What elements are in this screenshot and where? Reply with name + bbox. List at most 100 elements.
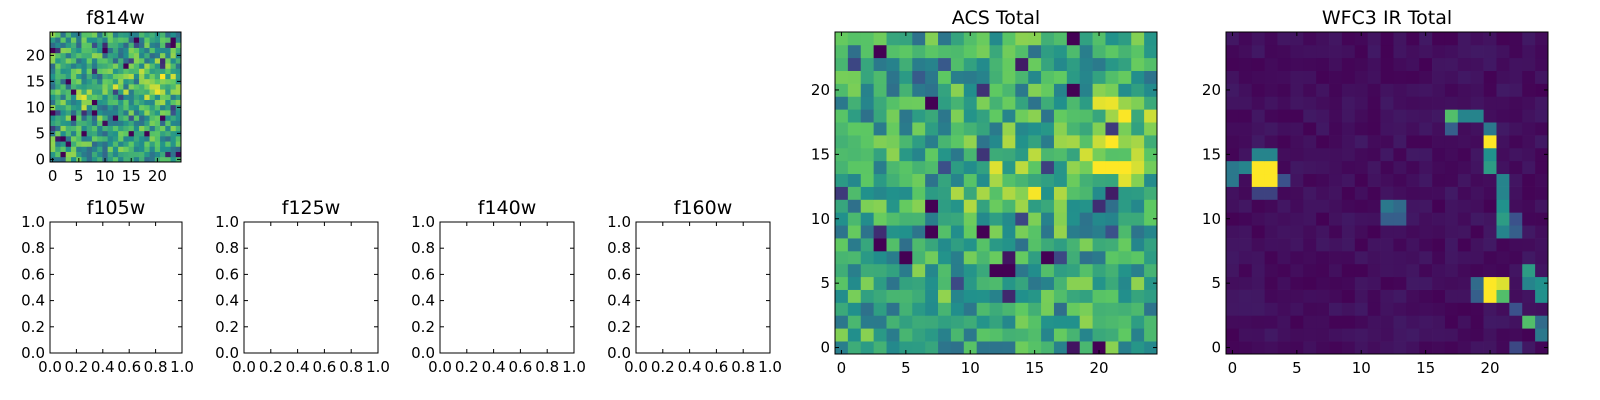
heatmap-cell <box>1329 250 1343 265</box>
heatmap-cell <box>1509 276 1523 290</box>
heatmap-cell <box>950 315 965 329</box>
heatmap-cell <box>1393 302 1407 316</box>
heatmap-cell <box>963 173 978 187</box>
heatmap-cell <box>170 99 177 106</box>
heatmap-cell <box>170 151 177 158</box>
heatmap-cell <box>144 89 150 95</box>
heatmap-cell <box>1316 173 1330 187</box>
heatmap-cell <box>165 94 171 100</box>
heatmap-cell <box>1406 302 1420 316</box>
heatmap-cell <box>835 238 849 252</box>
heatmap-cell <box>139 84 145 90</box>
heatmap-cell <box>1496 122 1510 136</box>
x-tick-label: 0.0 <box>38 358 62 376</box>
heatmap-cell <box>1354 315 1369 329</box>
heatmap-cell <box>950 173 965 187</box>
heatmap-cell <box>86 89 93 95</box>
heatmap-cell <box>899 186 913 200</box>
heatmap-cell <box>1226 263 1240 278</box>
heatmap-cell <box>81 104 88 111</box>
heatmap-cell <box>139 89 145 95</box>
heatmap-cell <box>886 57 900 71</box>
heatmap-cell <box>873 302 887 316</box>
heatmap-cell <box>97 151 103 158</box>
heatmap-cell <box>128 136 135 142</box>
heatmap-cell <box>1509 44 1523 59</box>
heatmap-cell <box>1264 225 1278 239</box>
heatmap-cell <box>170 115 177 121</box>
heatmap-cell <box>860 122 874 136</box>
heatmap-cell <box>1002 96 1016 110</box>
heatmap-cell <box>860 109 874 123</box>
heatmap-cell <box>1092 186 1106 200</box>
subplot-title: f814w <box>86 7 145 29</box>
heatmap-cell <box>950 263 965 278</box>
x-tick-label: 20 <box>1089 359 1108 377</box>
heatmap-cell <box>118 136 124 142</box>
heatmap-cell <box>1079 122 1093 136</box>
heatmap-cell <box>76 94 82 100</box>
heatmap-cell <box>133 68 140 74</box>
heatmap-cell <box>1264 147 1278 162</box>
heatmap-cell <box>55 130 61 137</box>
heatmap-cell <box>1432 199 1446 213</box>
heatmap-cell <box>1509 160 1523 175</box>
heatmap-cell <box>1028 122 1042 136</box>
heatmap-cell <box>1393 199 1407 213</box>
heatmap-cell <box>165 146 171 152</box>
heatmap-cell <box>1535 70 1549 84</box>
heatmap-cell <box>1354 276 1369 290</box>
heatmap-cell <box>1277 70 1291 84</box>
heatmap-cell <box>86 136 93 142</box>
heatmap-cell <box>1522 263 1536 278</box>
heatmap-cell <box>873 147 887 162</box>
heatmap-cell <box>1118 173 1132 187</box>
heatmap-cell <box>989 289 1003 303</box>
heatmap-cell <box>1444 302 1459 316</box>
heatmap-cell <box>1144 263 1158 278</box>
heatmap-cell <box>1341 289 1356 303</box>
heatmap-cell <box>1380 109 1394 123</box>
heatmap-cell <box>60 68 67 74</box>
heatmap-cell <box>91 146 98 152</box>
heatmap-cell <box>1444 199 1459 213</box>
heatmap-cell <box>170 78 177 85</box>
heatmap-cell <box>97 32 103 38</box>
heatmap-cell <box>1432 225 1446 239</box>
heatmap-cell <box>160 151 166 158</box>
heatmap-cell <box>86 115 93 121</box>
heatmap-cell <box>1393 57 1407 71</box>
heatmap-cell <box>912 44 926 59</box>
heatmap-cell <box>1380 302 1394 316</box>
heatmap-cell <box>1118 328 1132 342</box>
heatmap-cell <box>1341 186 1356 200</box>
heatmap-cell <box>1079 83 1093 97</box>
heatmap-cell <box>1316 57 1330 71</box>
heatmap-cell <box>55 89 61 95</box>
heatmap-cell <box>1496 289 1510 303</box>
heatmap-cell <box>55 125 61 132</box>
heatmap-cell <box>97 68 103 74</box>
heatmap-cell <box>1251 109 1265 123</box>
heatmap-cell <box>1522 341 1536 355</box>
heatmap-cell <box>60 120 67 126</box>
heatmap-cell <box>1303 250 1317 265</box>
heatmap-cell <box>976 212 990 226</box>
heatmap-cell <box>1367 44 1381 59</box>
heatmap-cell <box>91 73 98 80</box>
heatmap-cell <box>1092 147 1106 162</box>
heatmap-cell <box>1277 160 1291 175</box>
heatmap-cell <box>1522 44 1536 59</box>
heatmap-cell <box>1144 328 1158 342</box>
heatmap-cell <box>107 99 114 106</box>
heatmap-cell <box>1002 32 1016 46</box>
heatmap-cell <box>1419 135 1433 149</box>
heatmap-cell <box>1483 186 1497 200</box>
heatmap-cell <box>1066 135 1081 149</box>
x-tick-label: 0.2 <box>651 358 675 376</box>
heatmap-cell <box>165 156 171 163</box>
heatmap-cell <box>112 52 119 59</box>
heatmap-cell <box>1470 250 1484 265</box>
heatmap-cell <box>1290 212 1304 226</box>
heatmap-cell <box>847 57 862 71</box>
